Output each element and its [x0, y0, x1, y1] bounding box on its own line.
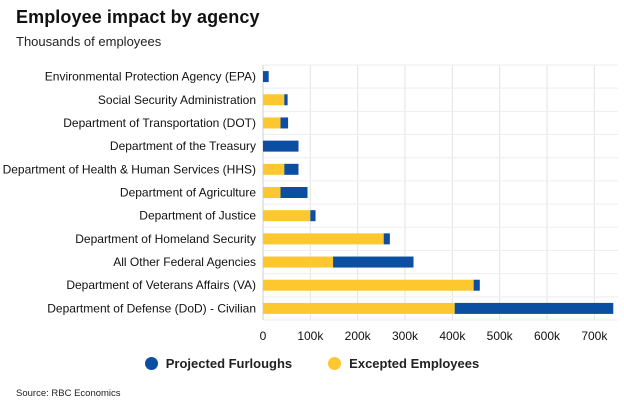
category-label: Department of Defense (DoD) - Civilian — [47, 301, 256, 315]
category-label: Department of Transportation (DOT) — [63, 116, 256, 130]
x-tick-label: 100k — [297, 329, 324, 343]
bar-excepted — [263, 94, 285, 106]
chart-subtitle: Thousands of employees — [16, 34, 162, 49]
legend-label-excepted: Excepted Employees — [349, 356, 480, 371]
x-tick-label: 500k — [487, 329, 514, 343]
source-note: Source: RBC Economics — [16, 388, 121, 399]
bar-furloughs — [263, 71, 269, 83]
bar-excepted — [263, 279, 474, 291]
bar-excepted — [263, 233, 384, 245]
bar-furloughs — [263, 140, 299, 152]
category-label: Department of Agriculture — [120, 186, 256, 200]
bar-excepted — [263, 117, 281, 129]
x-tick-label: 0 — [260, 329, 267, 343]
bar-excepted — [263, 210, 311, 222]
bar-furloughs — [454, 302, 614, 314]
category-label: All Other Federal Agencies — [113, 255, 256, 269]
bar-furloughs — [333, 256, 414, 268]
bar-furloughs — [284, 163, 299, 175]
category-label: Department of Homeland Security — [75, 232, 256, 246]
bar-excepted — [263, 302, 455, 314]
category-label: Social Security Administration — [98, 93, 256, 107]
legend-item-furloughs: Projected Furloughs — [144, 356, 293, 371]
x-tick-label: 400k — [439, 329, 466, 343]
legend-dot-excepted — [328, 357, 342, 370]
x-tick-label: 700k — [581, 329, 608, 343]
bar-furloughs — [383, 233, 390, 245]
legend-dot-furloughs — [144, 357, 158, 370]
legend: Projected Furloughs Excepted Employees — [0, 356, 624, 371]
bar-furloughs — [280, 187, 308, 198]
category-label: Department of Health & Human Services (H… — [3, 162, 256, 176]
category-label: Department of the Treasury — [110, 139, 256, 153]
bar-excepted — [263, 163, 285, 175]
category-label: Department of Veterans Affairs (VA) — [66, 278, 256, 292]
legend-label-furloughs: Projected Furloughs — [165, 356, 293, 371]
category-label: Environmental Protection Agency (EPA) — [45, 70, 256, 84]
x-tick-label: 300k — [392, 329, 419, 343]
chart-title: Employee impact by agency — [16, 7, 260, 27]
legend-item-excepted: Excepted Employees — [328, 356, 479, 371]
bar-excepted — [263, 187, 281, 198]
category-label: Department of Justice — [139, 209, 256, 223]
bar-furloughs — [473, 279, 480, 291]
bar-furloughs — [310, 210, 316, 222]
x-tick-label: 200k — [345, 329, 372, 343]
x-tick-label: 600k — [534, 329, 561, 343]
bar-excepted — [263, 256, 334, 268]
bar-furloughs — [284, 94, 288, 106]
bar-furloughs — [280, 117, 289, 129]
